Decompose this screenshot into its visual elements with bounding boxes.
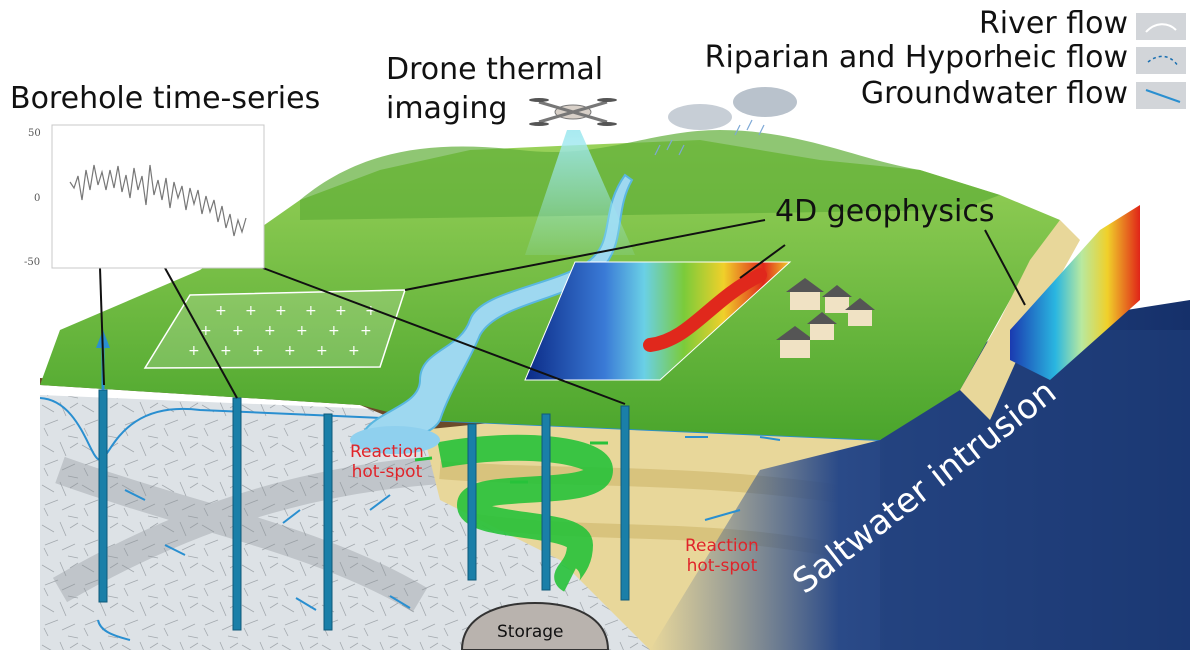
hills-back <box>300 130 1000 220</box>
tick-0: 0 <box>34 193 41 204</box>
hyporheic-flow-arrows <box>414 441 608 484</box>
legend-groundwater-flow: Groundwater flow <box>860 76 1128 111</box>
svg-text:+: + <box>284 343 296 359</box>
groundwater-flow-arrows <box>97 436 781 641</box>
geophysics-anomaly <box>643 268 767 352</box>
svg-text:+: + <box>232 323 244 339</box>
dark-fracture-band <box>52 456 442 613</box>
reaction-hotspot-right: Reaction hot-spot <box>685 536 759 576</box>
borehole-well <box>467 423 477 581</box>
green-plume <box>437 434 614 592</box>
svg-text:+: + <box>360 323 372 339</box>
borehole-well <box>323 413 333 631</box>
tick-50: 50 <box>28 128 41 139</box>
svg-text:+: + <box>220 343 232 359</box>
survey-grid-markers: + + + + + + + + + + + + + + + + + + <box>188 303 377 359</box>
svg-text:+: + <box>328 323 340 339</box>
svg-text:+: + <box>188 343 200 359</box>
drone-label-line2: imaging <box>386 91 508 126</box>
legend-river-flow: River flow <box>978 6 1128 41</box>
geophysics-coastal-panel <box>1010 205 1140 380</box>
storage-dome <box>460 601 610 650</box>
borehole-well <box>98 389 108 603</box>
svg-text:+: + <box>275 303 287 319</box>
borehole-well <box>541 413 551 591</box>
storage-label: Storage <box>497 622 564 642</box>
drone-thermal-beam <box>525 130 635 255</box>
cloud <box>668 104 732 130</box>
svg-text:+: + <box>296 323 308 339</box>
river-flow-legend-icon <box>1136 13 1186 40</box>
svg-text:+: + <box>348 343 360 359</box>
cloud-2 <box>733 87 797 117</box>
svg-text:+: + <box>264 323 276 339</box>
svg-text:+: + <box>245 303 257 319</box>
svg-text:+: + <box>200 323 212 339</box>
village <box>776 278 875 358</box>
drone-icon <box>529 98 617 126</box>
coast-cliff-face <box>880 330 1190 650</box>
timeseries-line <box>69 164 247 237</box>
reaction-hotspot-left-line2: hot-spot <box>351 461 423 482</box>
svg-text:+: + <box>335 303 347 319</box>
borehole-timeseries-chart <box>51 124 265 269</box>
svg-text:+: + <box>252 343 264 359</box>
svg-text:+: + <box>215 303 227 319</box>
svg-text:+: + <box>316 343 328 359</box>
tick-minus-50: -50 <box>24 257 41 268</box>
borehole-well <box>232 397 242 631</box>
reaction-hotspot-right-line2: hot-spot <box>686 555 758 576</box>
drone-label-line1: Drone thermal <box>386 52 604 87</box>
reaction-hotspot-left: Reaction hot-spot <box>350 442 424 482</box>
borehole-label: Borehole time-series <box>10 81 321 116</box>
boreholes <box>98 389 630 631</box>
callout-lines <box>99 219 1026 405</box>
reaction-hotspot-right-line1: Reaction <box>685 536 759 556</box>
reaction-hotspot-left-line1: Reaction <box>350 442 424 462</box>
svg-text:+: + <box>365 303 377 319</box>
borehole-well <box>620 405 630 601</box>
rain <box>654 119 765 156</box>
riparian-flow-legend-icon <box>1136 47 1186 74</box>
reaction-pool <box>350 426 440 454</box>
legend-riparian-flow: Riparian and Hyporheic flow <box>704 40 1128 75</box>
svg-text:+: + <box>305 303 317 319</box>
geophysics-label: 4D geophysics <box>775 194 995 229</box>
